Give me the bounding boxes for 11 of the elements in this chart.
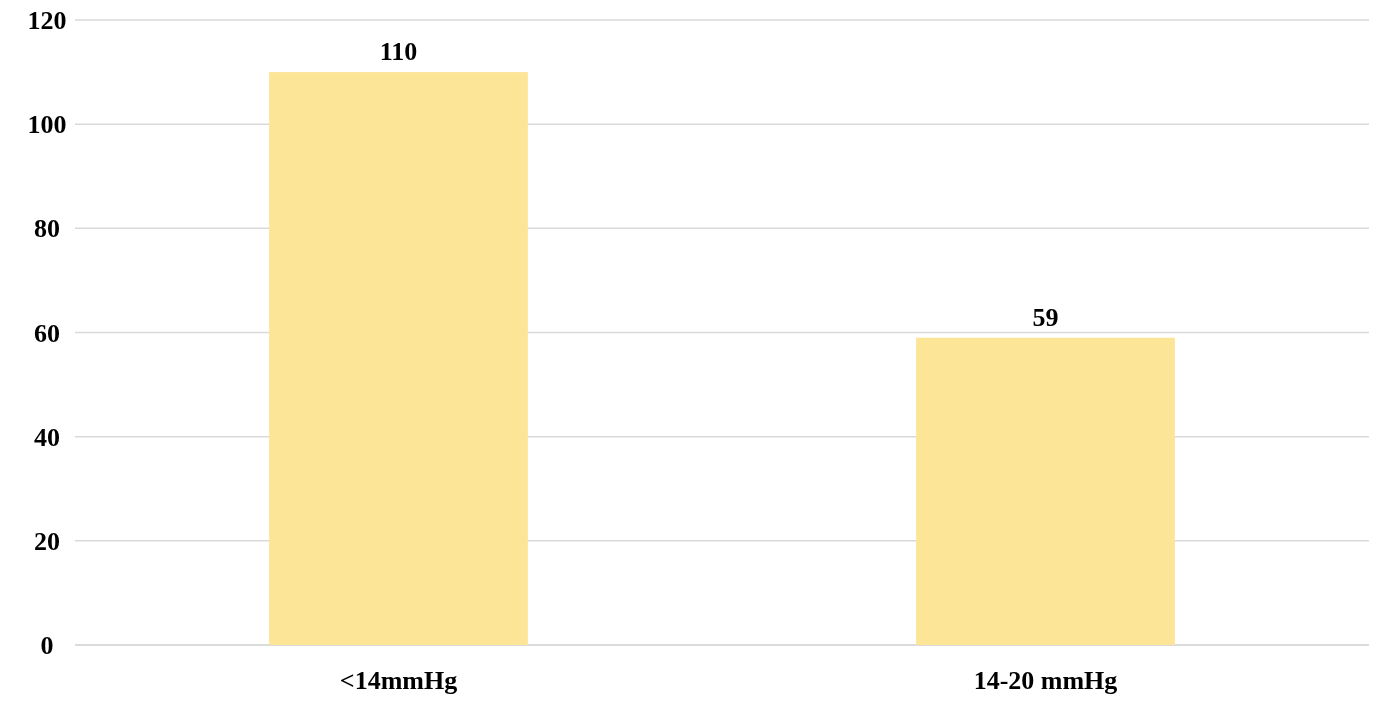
x-tick-label: <14mmHg (339, 666, 458, 695)
y-tick-label: 100 (27, 110, 67, 140)
y-tick-label: 80 (34, 214, 60, 244)
y-tick-label: 60 (34, 318, 60, 348)
y-tick-label: 120 (27, 6, 67, 36)
x-tick-label: 14-20 mmHg (973, 666, 1118, 695)
data-label: 110 (379, 37, 418, 67)
y-tick-label: 40 (34, 422, 60, 452)
y-tick-label: 20 (34, 526, 60, 556)
y-tick-label: 0 (40, 631, 54, 661)
data-label: 59 (1032, 302, 1059, 332)
